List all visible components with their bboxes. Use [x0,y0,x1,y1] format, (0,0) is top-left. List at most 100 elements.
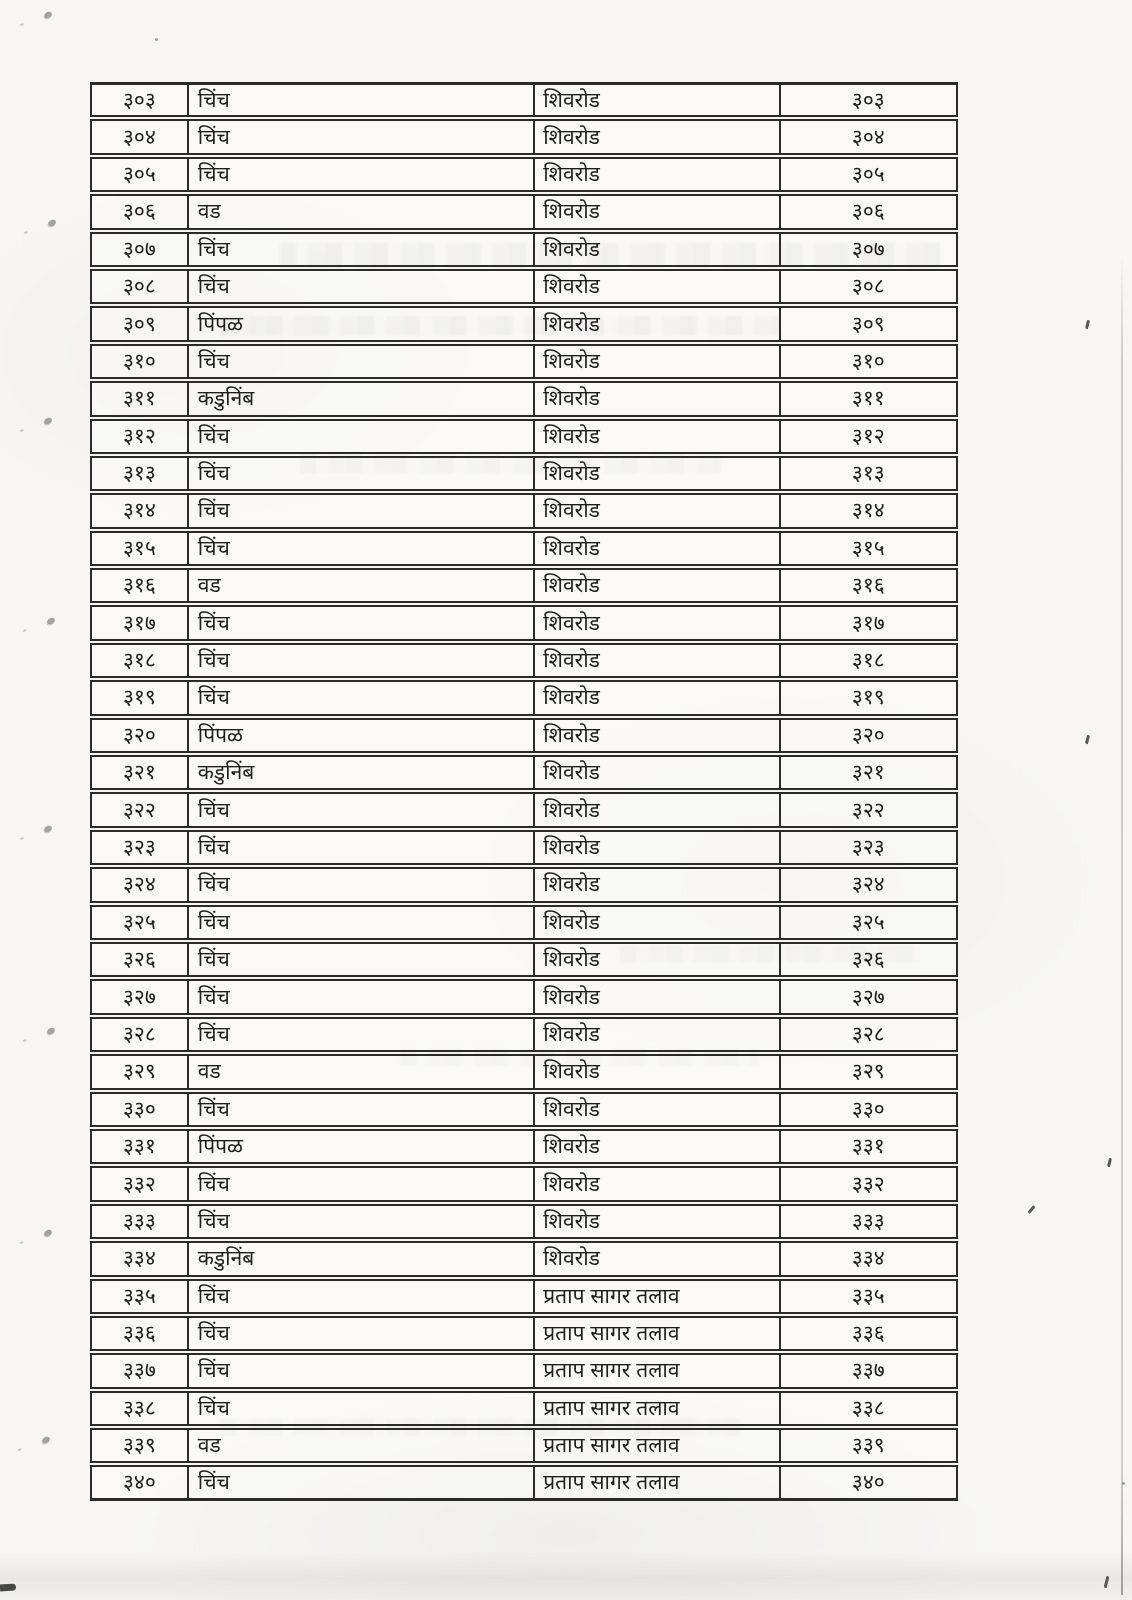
tree-name-cell: चिंच [189,831,536,864]
scan-smudge [280,243,940,267]
table-row: ३१३ चिंच शिवरोड ३१३ [90,455,958,492]
tree-name-cell: चिंच [189,1205,536,1238]
serial-number-cell: ३०९ [92,308,189,340]
location-cell: शिवरोड [535,943,781,976]
table-row: ३३८ चिंच प्रताप सागर तलाव ३३८ [90,1390,958,1427]
serial-number-cell: ३१७ [92,607,189,639]
location-cell: शिवरोड [535,383,781,415]
table-row: ३२३ चिंच शिवरोड ३२३ [90,829,958,866]
tree-name-cell: पिंपळ [189,719,536,752]
serial-number-cell: ३२० [92,719,189,752]
location-cell: प्रताप सागर तलाव [535,1467,781,1498]
scan-mark [1084,319,1091,330]
serial-number-repeat-cell: ३११ [851,387,885,411]
serial-number-cell: ३११ [92,383,189,415]
tree-name-cell: चिंच [189,532,536,565]
location-cell: शिवरोड [535,345,781,378]
serial-number-repeat-cell: ३३२ [851,1172,885,1196]
table-row: ३१४ चिंच शिवरोड ३१४ [90,493,958,529]
table-row: ३२४ चिंच शिवरोड ३२४ [90,867,958,903]
scan-dot [1122,1482,1125,1485]
scan-edge-shadow [1121,255,1123,1595]
serial-number-repeat-cell: ३१७ [851,611,885,635]
scan-smudge [300,455,720,473]
location-cell: शिवरोड [535,308,781,340]
tree-name-cell: कडुनिंब [189,1243,536,1275]
tree-name-cell: चिंच [189,1168,536,1200]
table-row: ३२६ चिंच शिवरोड ३२६ [90,941,958,978]
table-row: ३०६ वड शिवरोड ३०६ [90,194,958,230]
table-row: ३१८ चिंच शिवरोड ३१८ [90,642,958,679]
serial-number-cell: ३२१ [92,757,189,789]
serial-number-repeat-cell: ३१२ [851,424,885,448]
tree-name-cell: वड [189,570,536,602]
table-row: ३०४ चिंच शिवरोड ३०४ [90,119,958,155]
serial-number-repeat-cell: ३३६ [851,1322,885,1346]
tree-name-cell: चिंच [189,85,536,116]
scan-mark [1027,1205,1036,1214]
serial-number-cell: ३०७ [92,233,189,265]
tree-name-cell: चिंच [189,981,536,1013]
serial-number-repeat-cell: ३२८ [851,1022,885,1046]
tree-name-cell: चिंच [189,1467,536,1498]
tree-name-cell: चिंच [189,1355,536,1387]
scan-bottom-band [0,1552,1132,1600]
location-cell: शिवरोड [535,196,781,228]
tree-name-cell: चिंच [189,270,536,303]
serial-number-cell: ३२७ [92,981,189,1013]
serial-number-cell: ३३३ [92,1205,189,1238]
location-cell: शिवरोड [535,1093,781,1125]
tree-name-cell: चिंच [189,869,536,901]
location-cell: शिवरोड [535,570,781,602]
tree-name-cell: चिंच [189,1280,536,1312]
location-cell: शिवरोड [535,794,781,826]
serial-number-cell: ३३८ [92,1392,189,1425]
table-row: ३०५ चिंच शिवरोड ३०५ [90,156,958,193]
location-cell: शिवरोड [535,682,781,714]
table-row: ३३९ वड प्रताप सागर तलाव ३३९ [90,1428,958,1464]
table-row: ३२० पिंपळ शिवरोड ३२० [90,717,958,754]
location-cell: शिवरोड [535,270,781,303]
serial-number-repeat-cell: ३३७ [851,1359,885,1383]
serial-number-cell: ३२४ [92,869,189,901]
tree-name-cell: चिंच [189,682,536,714]
location-cell: शिवरोड [535,85,781,116]
table-row: ३२१ कडुनिंब शिवरोड ३२१ [90,755,958,791]
scan-speck [43,824,53,834]
serial-number-cell: ३२३ [92,831,189,864]
location-cell: शिवरोड [535,1018,781,1051]
table-row: ३२७ चिंच शिवरोड ३२७ [90,979,958,1015]
serial-number-repeat-cell: ३१० [851,349,885,373]
serial-number-cell: ३१९ [92,682,189,714]
table-row: ३१२ चिंच शिवरोड ३१२ [90,418,958,454]
tree-table: ३०३ चिंच शिवरोड ३०३ ३०४ चिंच शिवरोड ३०४ … [90,82,958,1501]
serial-number-cell: ३३२ [92,1168,189,1200]
serial-number-repeat-cell: ३२७ [851,985,885,1009]
location-cell: शिवरोड [535,981,781,1013]
serial-number-cell: ३२९ [92,1056,189,1088]
scan-mark [1106,1157,1113,1168]
tree-name-cell: वड [189,1056,536,1088]
tree-name-cell: चिंच [189,1018,536,1051]
location-cell: शिवरोड [535,1168,781,1200]
serial-number-cell: ३३७ [92,1355,189,1387]
table-row: ३१९ चिंच शिवरोड ३१९ [90,680,958,716]
table-row: ३१० चिंच शिवरोड ३१० [90,343,958,380]
serial-number-repeat-cell: ३२४ [851,873,885,897]
scan-speck [46,1026,56,1036]
table-row: ३३६ चिंच प्रताप सागर तलाव ३३६ [90,1315,958,1352]
serial-number-repeat-cell: ३०९ [851,312,885,336]
table-row: ३२५ चिंच शिवरोड ३२५ [90,904,958,940]
serial-number-cell: ३०६ [92,196,189,228]
serial-number-cell: ३३४ [92,1243,189,1275]
tree-name-cell: पिंपळ [189,308,536,340]
serial-number-cell: ३३१ [92,1130,189,1163]
serial-number-repeat-cell: ३०३ [851,88,885,112]
tree-name-cell: वड [189,196,536,228]
serial-number-cell: ३०३ [92,85,189,116]
location-cell: शिवरोड [535,1205,781,1238]
location-cell: शिवरोड [535,607,781,639]
serial-number-repeat-cell: ३२० [851,723,885,747]
location-cell: प्रताप सागर तलाव [535,1317,781,1350]
location-cell: शिवरोड [535,1056,781,1088]
